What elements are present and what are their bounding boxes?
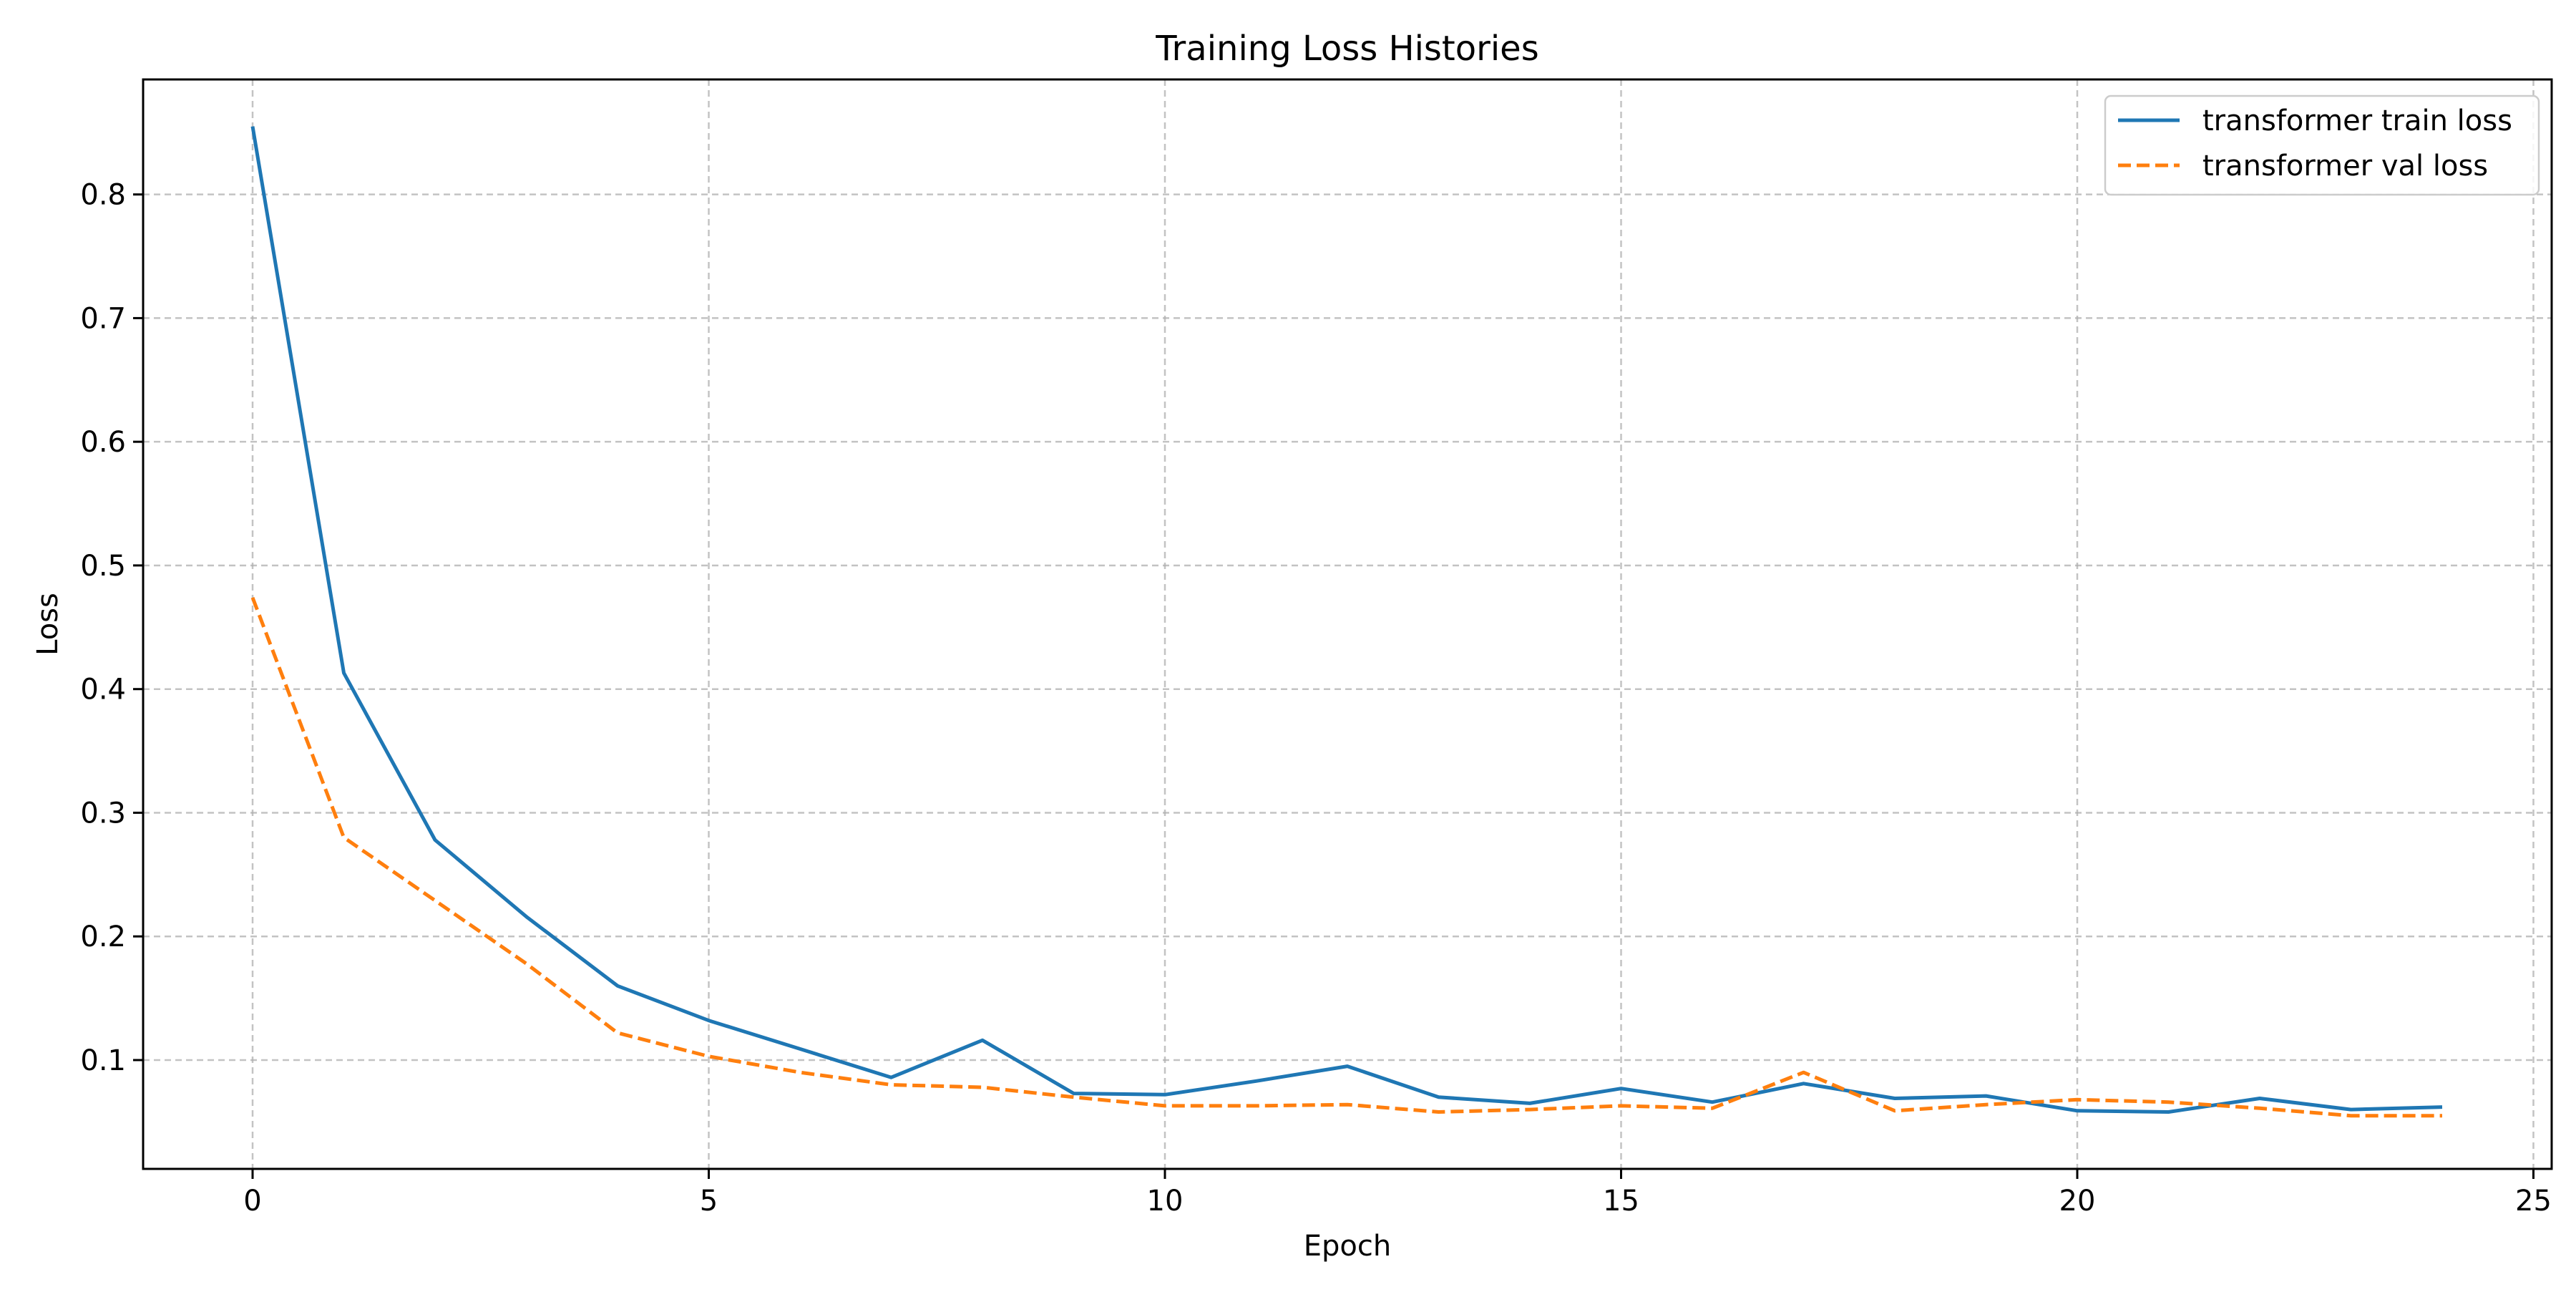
y-tick-label: 0.1 bbox=[80, 1044, 126, 1077]
axis-ticks: 0 5 10 15 20 25 0.1 0.2 0.3 0.4 0.5 0.6 0.7 0.8 bbox=[80, 179, 2552, 1218]
train-loss-line bbox=[250, 126, 2443, 1114]
chart-title: Training Loss Histories bbox=[1155, 29, 1538, 69]
y-tick-label: 0.3 bbox=[80, 797, 126, 830]
legend-label-val: transformer val loss bbox=[2202, 150, 2488, 183]
y-tick-label: 0.6 bbox=[80, 426, 126, 459]
x-tick-label: 5 bbox=[700, 1185, 718, 1218]
y-axis-label: Loss bbox=[31, 593, 64, 656]
legend: transformer train loss transformer val l… bbox=[2104, 94, 2540, 196]
x-tick-label: 15 bbox=[1603, 1185, 1639, 1218]
x-axis-label: Epoch bbox=[1304, 1230, 1391, 1263]
x-tick-label: 0 bbox=[243, 1185, 261, 1218]
y-tick-label: 0.2 bbox=[80, 921, 126, 953]
y-tick-label: 0.5 bbox=[80, 550, 126, 583]
y-tick-label: 0.7 bbox=[80, 302, 126, 335]
plot-frame bbox=[142, 78, 2553, 1170]
x-tick-label: 10 bbox=[1147, 1185, 1184, 1218]
val-loss-line bbox=[250, 597, 2442, 1118]
legend-label-train: transformer train loss bbox=[2202, 105, 2512, 137]
x-tick-label: 25 bbox=[2515, 1185, 2552, 1218]
y-tick-label: 0.8 bbox=[80, 179, 126, 212]
series-lines bbox=[250, 126, 2443, 1118]
x-tick-label: 20 bbox=[2059, 1185, 2096, 1218]
y-tick-label: 0.4 bbox=[80, 674, 126, 706]
legend-box bbox=[2104, 94, 2540, 196]
